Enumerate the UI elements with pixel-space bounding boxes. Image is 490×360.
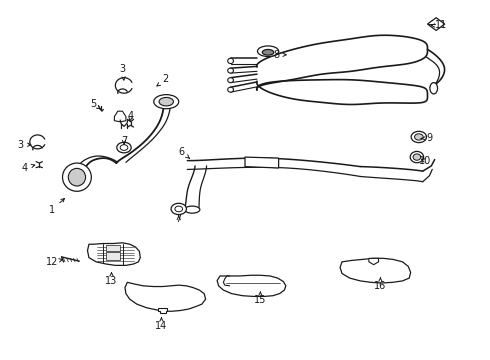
- Text: 5: 5: [91, 99, 100, 109]
- Polygon shape: [158, 308, 167, 313]
- Text: 4: 4: [22, 163, 35, 173]
- Ellipse shape: [430, 83, 438, 94]
- Ellipse shape: [228, 58, 233, 64]
- Text: 3: 3: [120, 64, 125, 80]
- Polygon shape: [245, 157, 279, 168]
- Text: 16: 16: [374, 278, 387, 291]
- Text: 3: 3: [17, 140, 31, 150]
- Ellipse shape: [415, 134, 423, 140]
- Text: 13: 13: [105, 273, 118, 285]
- Ellipse shape: [228, 68, 233, 73]
- Ellipse shape: [171, 203, 186, 215]
- Ellipse shape: [411, 131, 426, 143]
- Text: 8: 8: [273, 50, 286, 60]
- Ellipse shape: [228, 87, 233, 92]
- Ellipse shape: [159, 98, 173, 106]
- Ellipse shape: [68, 168, 86, 186]
- Ellipse shape: [228, 78, 233, 83]
- Text: 11: 11: [431, 21, 447, 31]
- Text: 7: 7: [121, 136, 127, 146]
- Text: 15: 15: [254, 292, 267, 305]
- Polygon shape: [106, 252, 120, 260]
- Text: 6: 6: [178, 147, 190, 158]
- Ellipse shape: [120, 145, 128, 150]
- Ellipse shape: [175, 206, 183, 212]
- Text: 4: 4: [128, 112, 134, 121]
- Polygon shape: [125, 282, 206, 311]
- Ellipse shape: [262, 49, 274, 55]
- Ellipse shape: [413, 154, 421, 160]
- Text: 9: 9: [421, 133, 433, 143]
- Polygon shape: [88, 243, 140, 265]
- Ellipse shape: [185, 206, 200, 213]
- Ellipse shape: [154, 95, 179, 109]
- Ellipse shape: [410, 152, 424, 163]
- Polygon shape: [340, 258, 411, 283]
- Ellipse shape: [63, 163, 91, 191]
- Text: 10: 10: [419, 156, 431, 166]
- Text: 12: 12: [46, 257, 62, 267]
- Polygon shape: [427, 18, 445, 30]
- Polygon shape: [217, 275, 286, 296]
- Text: 7: 7: [175, 214, 182, 224]
- Ellipse shape: [117, 142, 131, 153]
- Polygon shape: [106, 245, 120, 251]
- Text: 2: 2: [157, 75, 169, 86]
- Text: 1: 1: [49, 198, 65, 215]
- Polygon shape: [369, 258, 378, 265]
- Text: 14: 14: [155, 318, 168, 332]
- Polygon shape: [114, 111, 126, 122]
- Ellipse shape: [257, 46, 279, 57]
